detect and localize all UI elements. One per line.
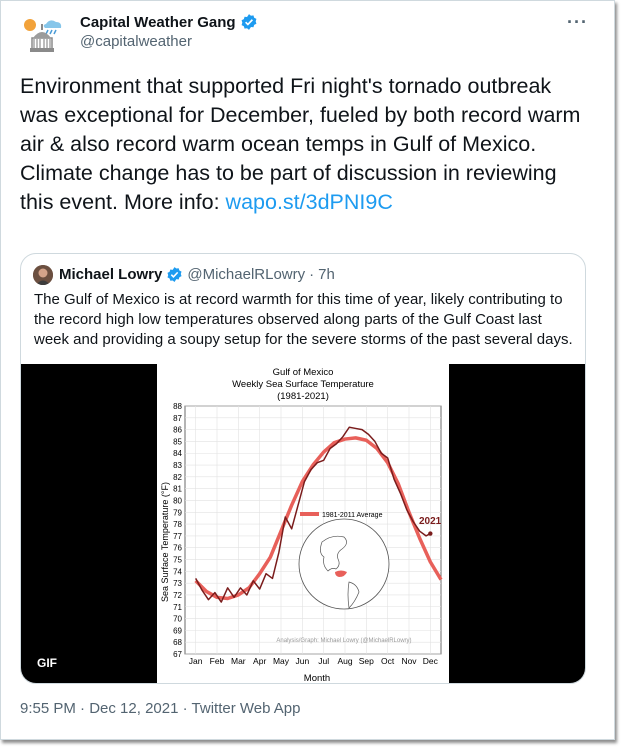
x-tick-label: Sep bbox=[359, 656, 374, 666]
quoted-author-handle[interactable]: @MichaelRLowry bbox=[187, 266, 306, 283]
y-tick-label: 79 bbox=[173, 508, 182, 517]
footer-separator: · bbox=[182, 700, 188, 717]
y-tick-label: 69 bbox=[173, 626, 182, 635]
date[interactable]: Dec 12, 2021 bbox=[89, 700, 179, 717]
tweet-link[interactable]: wapo.st/3dPNI9C bbox=[225, 190, 393, 214]
author-handle[interactable]: @capitalweather bbox=[80, 33, 192, 50]
x-tick-label: May bbox=[273, 656, 290, 666]
x-tick-label: Feb bbox=[210, 656, 225, 666]
author-name[interactable]: Capital Weather Gang bbox=[80, 13, 236, 31]
source-app[interactable]: Twitter Web App bbox=[191, 700, 301, 717]
y-tick-label: 71 bbox=[173, 603, 182, 612]
quoted-tweet[interactable]: Michael Lowry @MichaelRLowry · 7h The Gu… bbox=[20, 253, 586, 684]
x-tick-label: Aug bbox=[337, 656, 352, 666]
capitol-logo-icon bbox=[18, 12, 66, 60]
chart-panel: Gulf of Mexico Weekly Sea Surface Temper… bbox=[157, 364, 449, 684]
y-tick-label: 73 bbox=[173, 579, 182, 588]
x-tick-label: Nov bbox=[401, 656, 417, 666]
sst-chart: Gulf of Mexico Weekly Sea Surface Temper… bbox=[160, 367, 443, 684]
verified-badge-icon bbox=[167, 267, 182, 282]
verified-badge-icon bbox=[241, 14, 257, 30]
tweet-text: Environment that supported Fri night's t… bbox=[20, 72, 595, 217]
chart-period: (1981-2021) bbox=[277, 391, 329, 402]
plot-area bbox=[184, 405, 442, 655]
y-tick-label: 88 bbox=[173, 402, 182, 411]
chart-subtitle: Weekly Sea Surface Temperature bbox=[232, 379, 374, 390]
y-tick-label: 83 bbox=[173, 461, 182, 470]
chart-title: Gulf of Mexico bbox=[273, 367, 334, 378]
quoted-author-avatar[interactable] bbox=[33, 265, 53, 285]
chart-credit: Analysis/Graph: Michael Lowry (@MichaelR… bbox=[276, 638, 411, 644]
quoted-time[interactable]: 7h bbox=[318, 266, 335, 283]
y-tick-label: 81 bbox=[173, 485, 182, 494]
series-line bbox=[195, 426, 431, 603]
y-tick-label: 70 bbox=[173, 615, 182, 624]
footer-separator: · bbox=[80, 700, 86, 717]
x-tick-label: Dec bbox=[423, 656, 439, 666]
y-tick-label: 86 bbox=[173, 426, 182, 435]
x-axis-label: Month bbox=[304, 673, 330, 684]
globe-inset bbox=[298, 518, 390, 610]
y-tick-label: 68 bbox=[173, 638, 182, 647]
legend-label: 1981-2011 Average bbox=[322, 512, 383, 519]
y-tick-label: 77 bbox=[173, 532, 182, 541]
quoted-author-name[interactable]: Michael Lowry bbox=[59, 266, 163, 283]
tweet-footer: 9:55 PM · Dec 12, 2021 · Twitter Web App bbox=[20, 700, 300, 717]
dot-separator: · bbox=[309, 266, 315, 283]
y-tick-label: 85 bbox=[173, 437, 182, 446]
gif-media[interactable]: Gulf of Mexico Weekly Sea Surface Temper… bbox=[21, 364, 585, 684]
series-line bbox=[194, 436, 443, 601]
gif-badge: GIF bbox=[31, 654, 63, 672]
y-tick-label: 82 bbox=[173, 473, 182, 482]
x-tick-label: Jun bbox=[295, 656, 309, 666]
tweet-card: Capital Weather Gang @capitalweather ···… bbox=[0, 0, 615, 740]
chart-legend: 1981-2011 Average bbox=[300, 512, 383, 519]
y-tick-label: 74 bbox=[173, 567, 182, 576]
quoted-header: Michael Lowry @MichaelRLowry · 7h bbox=[59, 266, 335, 283]
y-tick-label: 67 bbox=[173, 650, 182, 659]
y-axis-label: Sea Surface Temperature (°F) bbox=[160, 482, 170, 602]
y-tick-label: 78 bbox=[173, 520, 182, 529]
y-tick-label: 75 bbox=[173, 556, 182, 565]
y-tick-label: 84 bbox=[173, 449, 182, 458]
x-tick-label: Mar bbox=[231, 656, 246, 666]
more-icon[interactable]: ··· bbox=[567, 12, 588, 32]
author-name-row[interactable]: Capital Weather Gang bbox=[80, 13, 258, 31]
timestamp[interactable]: 9:55 PM bbox=[20, 700, 76, 717]
y-tick-label: 72 bbox=[173, 591, 182, 600]
author-avatar[interactable] bbox=[18, 12, 66, 60]
x-tick-label: Oct bbox=[381, 656, 395, 666]
x-tick-label: Jul bbox=[318, 656, 329, 666]
y-tick-label: 87 bbox=[173, 414, 182, 423]
series-2021-label: 2021 bbox=[419, 516, 442, 527]
y-tick-label: 80 bbox=[173, 496, 182, 505]
x-tick-label: Apr bbox=[253, 656, 266, 666]
x-tick-label: Jan bbox=[189, 656, 203, 666]
person-avatar-icon bbox=[33, 265, 53, 285]
quoted-text: The Gulf of Mexico is at record warmth f… bbox=[34, 291, 573, 348]
y-tick-label: 76 bbox=[173, 544, 182, 553]
series-2021-endpoint bbox=[428, 531, 433, 536]
tweet-body: Environment that supported Fri night's t… bbox=[20, 74, 581, 214]
